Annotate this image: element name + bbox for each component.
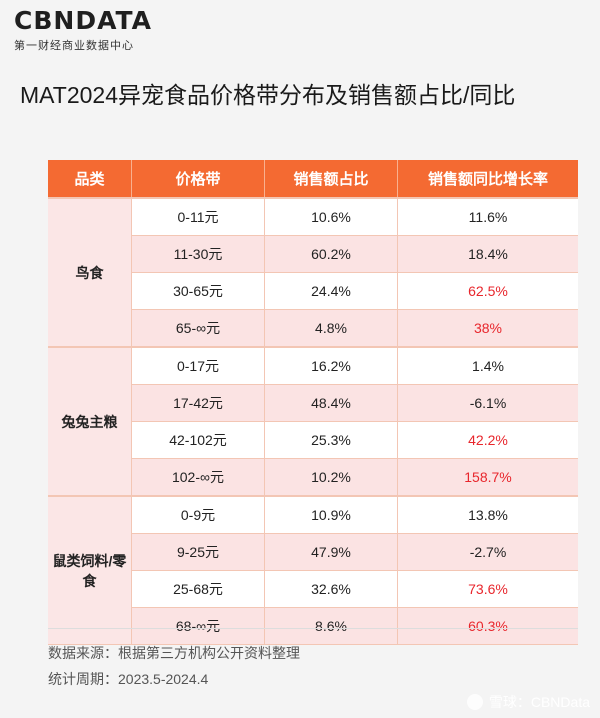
sales-share-cell: 24.4% <box>264 272 397 309</box>
sales-share-cell: 60.2% <box>264 235 397 272</box>
data-table: 品类 价格带 销售额占比 销售额同比增长率 鸟食 0-11元 10.6% 11.6% 1… <box>48 160 578 645</box>
sales-share-cell: 8.6% <box>264 607 397 644</box>
sales-growth-cell: 42.2% <box>397 421 578 458</box>
brand-logo: CBNDATA <box>14 6 152 35</box>
sales-share-cell: 4.8% <box>264 309 397 346</box>
brand-header: CBNDATA 第一财经商业数据中心 <box>14 6 152 53</box>
price-band-cell: 68-∞元 <box>131 607 264 644</box>
sales-growth-cell: 73.6% <box>397 570 578 607</box>
header-price-band: 价格带 <box>131 160 264 197</box>
sales-growth-cell: 11.6% <box>397 197 578 235</box>
table-row: 102-∞元 10.2% 158.7% <box>48 458 578 495</box>
table-row: 42-102元 25.3% 42.2% <box>48 421 578 458</box>
watermark: 雪球：CBNData <box>466 692 590 712</box>
table-row: 25-68元 32.6% 73.6% <box>48 570 578 607</box>
table-row: 17-42元 48.4% -6.1% <box>48 384 578 421</box>
sales-share-cell: 25.3% <box>264 421 397 458</box>
sales-growth-cell: 1.4% <box>397 346 578 384</box>
table-row: 65-∞元 4.8% 38% <box>48 309 578 346</box>
data-source: 数据来源：根据第三方机构公开资料整理 <box>48 645 300 661</box>
price-band-cell: 65-∞元 <box>131 309 264 346</box>
sales-growth-cell: -2.7% <box>397 533 578 570</box>
category-cell: 鼠类饲料/零食 <box>48 495 131 644</box>
sales-share-cell: 10.6% <box>264 197 397 235</box>
table-row: 兔兔主粮 0-17元 16.2% 1.4% <box>48 346 578 495</box>
price-band-cell: 30-65元 <box>131 272 264 309</box>
price-band-cell: 25-68元 <box>131 570 264 607</box>
price-band-cell: 17-42元 <box>131 384 264 421</box>
footer-divider <box>48 628 578 629</box>
price-band-cell: 102-∞元 <box>131 458 264 495</box>
snowball-icon <box>466 694 483 710</box>
price-band-table: 品类 价格带 销售额占比 销售额同比增长率 鸟食 0-11元 10.6% 11.6% 1… <box>48 160 578 645</box>
price-band-cell: 0-9元 <box>131 495 264 533</box>
category-cell: 兔兔主粮 <box>48 346 131 495</box>
sales-growth-cell: 62.5% <box>397 272 578 309</box>
sales-share-cell: 10.2% <box>264 458 397 495</box>
sales-share-cell: 16.2% <box>264 346 397 384</box>
price-band-cell: 0-11元 <box>131 197 264 235</box>
brand-subtitle: 第一财经商业数据中心 <box>14 40 134 52</box>
sales-growth-cell: 38% <box>397 309 578 346</box>
sales-share-cell: 48.4% <box>264 384 397 421</box>
sales-growth-cell: 158.7% <box>397 458 578 495</box>
watermark-text: 雪球：CBNData <box>488 694 590 710</box>
table-row: 鸟食 0-11元 10.6% 11.6% <box>48 197 578 346</box>
price-band-cell: 42-102元 <box>131 421 264 458</box>
sales-share-cell: 10.9% <box>264 495 397 533</box>
sales-growth-cell: -6.1% <box>397 384 578 421</box>
table-header-row: 品类 价格带 销售额占比 销售额同比增长率 <box>48 160 578 197</box>
table-row: 鼠类饲料/零食 0-9元 10.9% 13.8% <box>48 495 578 644</box>
sales-share-cell: 47.9% <box>264 533 397 570</box>
price-band-cell: 11-30元 <box>131 235 264 272</box>
sales-growth-cell: 13.8% <box>397 495 578 533</box>
table-row: 11-30元 60.2% 18.4% <box>48 235 578 272</box>
category-cell: 鸟食 <box>48 197 131 346</box>
price-band-cell: 0-17元 <box>131 346 264 384</box>
sales-share-cell: 32.6% <box>264 570 397 607</box>
header-category: 品类 <box>48 160 131 197</box>
page-title: MAT2024异宠食品价格带分布及销售额占比/同比 <box>20 82 516 108</box>
stat-period: 统计周期：2023.5-2024.4 <box>48 671 209 687</box>
sales-growth-cell: 18.4% <box>397 235 578 272</box>
header-sales-share: 销售额占比 <box>264 160 397 197</box>
footer: 数据来源：根据第三方机构公开资料整理 统计周期：2023.5-2024.4 <box>48 640 300 692</box>
price-band-cell: 9-25元 <box>131 533 264 570</box>
header-sales-growth: 销售额同比增长率 <box>397 160 578 197</box>
table-row: 68-∞元 8.6% 60.3% <box>48 607 578 644</box>
table-row: 9-25元 47.9% -2.7% <box>48 533 578 570</box>
table-row: 30-65元 24.4% 62.5% <box>48 272 578 309</box>
sales-growth-cell: 60.3% <box>397 607 578 644</box>
